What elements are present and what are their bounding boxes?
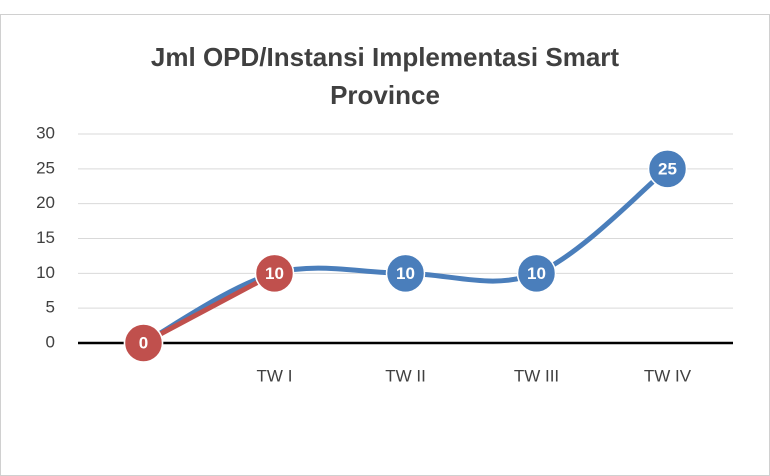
data-point: [123, 323, 164, 363]
data-label: 10: [527, 264, 546, 283]
y-tick-label: 15: [36, 228, 55, 247]
y-tick-label: 25: [36, 158, 55, 177]
x-tick-label: TW II: [385, 366, 426, 385]
chart-border: [0, 14, 770, 476]
y-tick-label: 5: [46, 298, 55, 317]
data-point: [516, 253, 557, 294]
data-point: [647, 149, 688, 189]
data-point: [385, 253, 426, 294]
data-label: 10: [396, 264, 415, 283]
x-tick-label: TW I: [257, 366, 293, 385]
y-tick-label: 10: [36, 263, 55, 282]
y-tick-label: 30: [36, 123, 55, 142]
y-tick-label: 20: [36, 193, 55, 212]
y-tick-label: 0: [46, 332, 55, 351]
x-tick-label: TW IV: [644, 366, 692, 385]
data-label: 0: [139, 333, 148, 352]
data-label: 10: [265, 264, 284, 283]
x-tick-label: TW III: [514, 366, 559, 385]
data-label: 25: [658, 159, 677, 178]
chart-title: Jml OPD/Instansi Implementasi Smart Prov…: [150, 42, 620, 110]
data-point: [254, 253, 295, 294]
